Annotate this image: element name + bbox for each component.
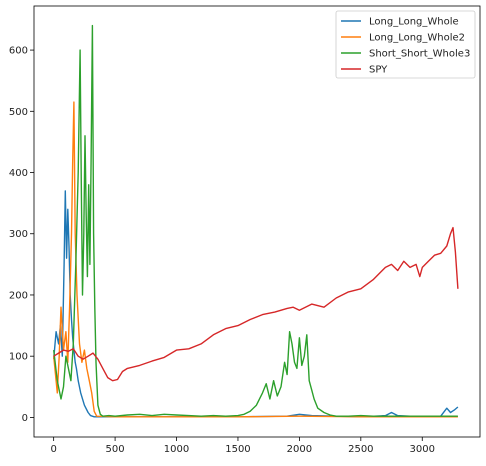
- x-tick-label: 1000: [164, 444, 189, 455]
- x-tick-label: 0: [50, 444, 56, 455]
- legend: Long_Long_Whole Long_Long_Whole2 Short_Sho…: [335, 10, 476, 79]
- y-axis: 0 100 200 300 400 500 600: [9, 46, 34, 424]
- y-tick-label: 200: [9, 290, 28, 301]
- y-tick-label: 500: [9, 107, 28, 118]
- x-tick-label: 500: [106, 444, 125, 455]
- y-tick-label: 100: [9, 352, 28, 363]
- series-line-SPY: [53, 226, 459, 382]
- series-line-Long_Long_Whole2: [53, 101, 458, 418]
- series-lines: [53, 24, 459, 418]
- x-tick-label: 2000: [287, 444, 312, 455]
- y-tick-label: 400: [9, 168, 28, 179]
- x-tick-label: 3000: [410, 444, 435, 455]
- series-line-Short_Short_Whole3: [53, 24, 458, 417]
- y-tick-label: 300: [9, 229, 28, 240]
- series-line-Long_Long_Whole: [53, 190, 459, 418]
- axes-frame: [33, 5, 481, 438]
- legend-label: SPY: [369, 65, 388, 76]
- legend-label: Long_Long_Whole: [369, 17, 459, 28]
- x-tick-label: 1500: [225, 444, 250, 455]
- legend-frame: [335, 10, 476, 79]
- legend-label: Short_Short_Whole3: [369, 49, 470, 60]
- y-tick-label: 600: [9, 46, 28, 57]
- x-tick-label: 2500: [348, 444, 373, 455]
- legend-label: Long_Long_Whole2: [369, 33, 465, 44]
- y-tick-label: 0: [22, 413, 28, 424]
- x-axis: 0 500 1000 1500 2000 2500 3000: [50, 437, 435, 455]
